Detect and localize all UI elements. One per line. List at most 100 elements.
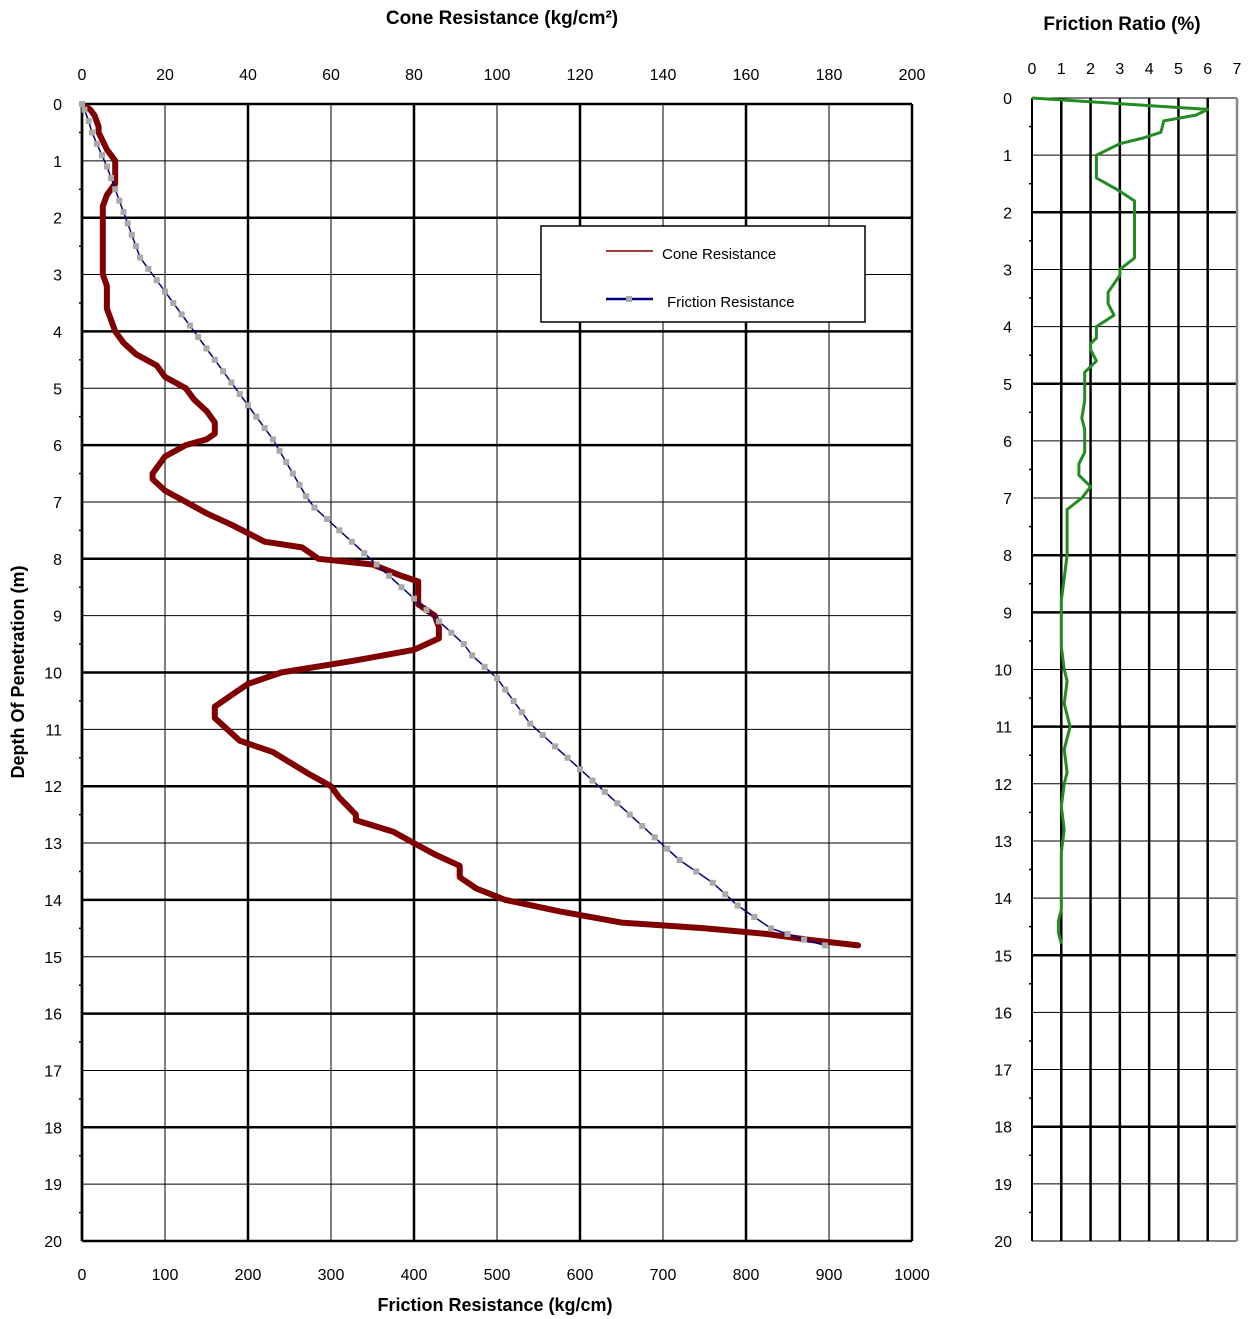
friction-resistance-point: [494, 675, 500, 682]
ratio-y-tick-label: 17: [994, 1063, 1012, 1080]
ratio-y-tick-label: 3: [1003, 262, 1012, 279]
friction-resistance-point: [170, 299, 177, 306]
y-tick-label: 1: [53, 154, 62, 171]
y-tick-label: 14: [44, 893, 62, 910]
y-tick-label: 5: [53, 381, 62, 398]
friction-resistance-point: [448, 629, 455, 636]
top-x-tick-label: 60: [322, 67, 340, 84]
friction-resistance-point: [398, 584, 405, 591]
ratio-y-tick-label: 16: [994, 1005, 1012, 1022]
friction-resistance-point: [651, 834, 658, 841]
friction-resistance-point: [276, 447, 283, 454]
friction-resistance-point: [734, 902, 741, 909]
friction-resistance-point: [162, 288, 168, 295]
friction-resistance-point: [81, 106, 88, 113]
friction-resistance-point: [211, 356, 218, 363]
ratio-grid: [1029, 97, 1239, 1242]
friction-resistance-point: [767, 925, 774, 932]
bottom-x-tick-label: 800: [733, 1267, 760, 1284]
friction-resistance-point: [269, 436, 276, 443]
main-series: [79, 101, 862, 949]
friction-resistance-point: [203, 345, 210, 352]
friction-resistance-point: [564, 754, 571, 761]
friction-resistance-point: [510, 697, 517, 704]
friction-resistance-point: [589, 777, 596, 784]
friction-ratio-line: [1031, 96, 1210, 945]
friction-resistance-point: [323, 516, 330, 523]
y-axis-label: Depth Of Penetration (m): [8, 565, 28, 778]
ratio-y-tick-label: 10: [994, 663, 1012, 680]
ratio-y-tick-label: 7: [1003, 491, 1012, 508]
friction-resistance-point: [361, 550, 368, 557]
ratio-y-tick-label: 14: [994, 891, 1012, 908]
friction-resistance-point: [303, 493, 310, 500]
friction-resistance-point: [220, 368, 227, 375]
y-tick-label: 18: [44, 1120, 62, 1137]
friction-resistance-point: [236, 390, 243, 397]
top-x-tick-label: 20: [156, 67, 174, 84]
friction-resistance-point: [98, 152, 105, 159]
friction-resistance-point: [289, 470, 296, 477]
friction-resistance-point: [88, 129, 95, 136]
cone-resistance-line: [79, 101, 862, 949]
friction-resistance-point: [539, 732, 546, 739]
friction-resistance-point: [145, 265, 152, 272]
bottom-x-tick-label: 100: [152, 1267, 179, 1284]
bottom-x-tick-label: 500: [484, 1267, 511, 1284]
bottom-x-tick-label: 1000: [894, 1267, 930, 1284]
ratio-y-tick-label: 2: [1003, 205, 1012, 222]
friction-resistance-point: [253, 413, 260, 420]
y-tick-label: 12: [44, 779, 62, 796]
friction-resistance-point: [153, 277, 160, 284]
ratio-y-tick-label: 15: [994, 948, 1012, 965]
legend-cone-label: Cone Resistance: [662, 246, 776, 263]
y-tick-label: 4: [53, 324, 62, 341]
friction-resistance-point: [79, 101, 85, 107]
friction-resistance-point: [801, 936, 808, 943]
y-tick-label: 10: [44, 666, 62, 683]
ratio-y-tick-label: 1: [1003, 148, 1012, 165]
friction-resistance-point: [722, 891, 729, 898]
friction-resistance-point: [460, 641, 467, 648]
ratio-x-tick-label: 0: [1028, 61, 1037, 78]
friction-resistance-point: [676, 857, 683, 864]
ratio-y-tick-label: 18: [994, 1120, 1012, 1137]
ratio-y-tick-label: 6: [1003, 434, 1012, 451]
friction-resistance-point: [112, 186, 119, 193]
ratio-x-tick-label: 5: [1174, 61, 1183, 78]
legend-friction-label: Friction Resistance: [667, 294, 795, 311]
legend: Cone Resistance Friction Resistance: [540, 225, 866, 323]
bottom-x-tick-label: 0: [78, 1267, 87, 1284]
ratio-x-tick-label: 3: [1115, 61, 1124, 78]
y-tick-label: 20: [44, 1234, 62, 1251]
y-tick-label: 17: [44, 1063, 62, 1080]
friction-resistance-point: [311, 504, 318, 511]
ratio-y-tick-label: 19: [994, 1177, 1012, 1194]
y-tick-label: 2: [53, 211, 62, 228]
friction-resistance-point: [751, 913, 758, 920]
y-tick-label: 0: [53, 97, 62, 114]
bottom-x-tick-label: 200: [235, 1267, 262, 1284]
ratio-x-tick-label: 1: [1057, 61, 1066, 78]
ratio-y-tick-label: 12: [994, 777, 1012, 794]
ratio-y-tick-label: 4: [1003, 320, 1012, 337]
y-tick-label: 6: [53, 438, 62, 455]
ratio-x-tick-label: 2: [1086, 61, 1095, 78]
friction-resistance-point: [423, 606, 430, 613]
friction-resistance-point: [137, 254, 144, 261]
friction-ratio-title: Friction Ratio (%): [1043, 14, 1200, 35]
friction-resistance-point: [283, 459, 290, 466]
friction-resistance-point: [821, 942, 828, 949]
top-x-tick-label: 160: [733, 67, 760, 84]
y-tick-label: 8: [53, 552, 62, 569]
friction-resistance-point: [261, 425, 268, 432]
friction-resistance-point: [186, 322, 193, 329]
friction-resistance-point: [178, 311, 185, 318]
top-x-tick-label: 0: [78, 67, 87, 84]
legend-friction-marker: [626, 296, 632, 302]
top-x-tick-label: 100: [484, 67, 511, 84]
